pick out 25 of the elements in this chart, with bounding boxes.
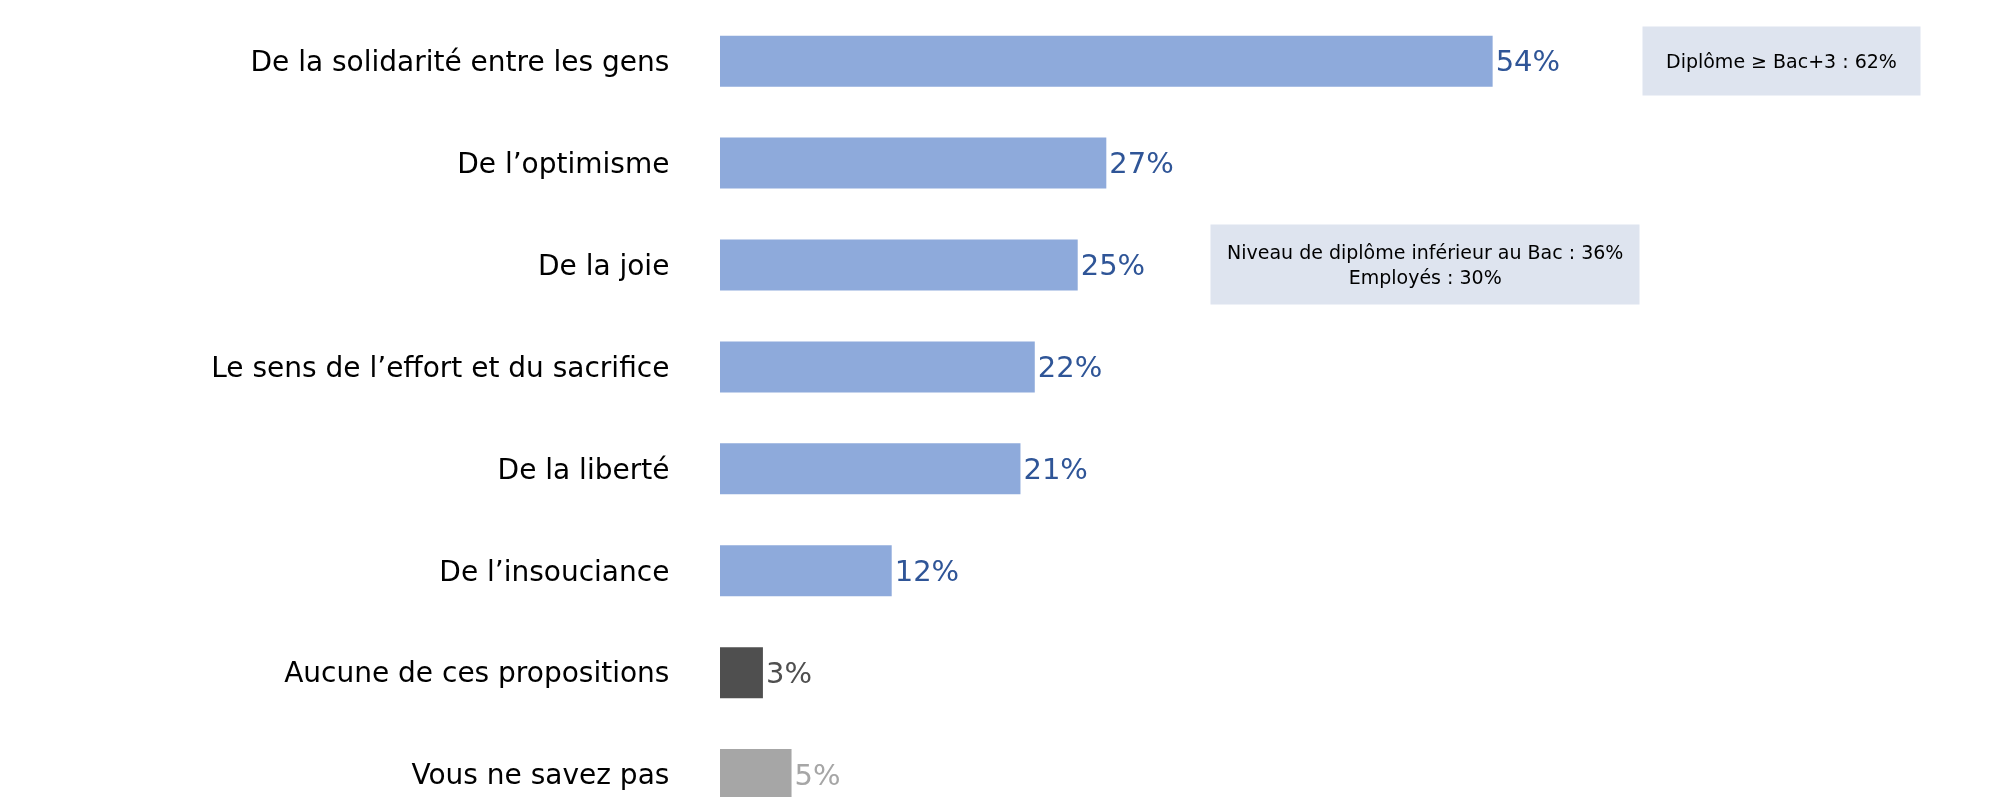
text: Diplôme ≥ Bac+3 : 62% <box>1666 50 1897 72</box>
data-label: 54% <box>1495 44 1561 79</box>
y-tick-label: Vous ne savez pas <box>411 758 670 792</box>
y-tick-label: De la solidarité entre les gens <box>250 44 670 78</box>
data-label: 12% <box>894 553 960 588</box>
y-tick-label: De la liberté <box>497 452 670 486</box>
data-label: 25% <box>1080 247 1146 282</box>
bar <box>720 545 892 597</box>
bar <box>720 35 1493 87</box>
data-label: 21% <box>1023 451 1088 486</box>
bar <box>720 341 1035 393</box>
y-tick-label: Aucune de ces propositions <box>284 656 670 690</box>
y-tick-label: De l’insouciance <box>439 554 670 588</box>
data-label: 27% <box>1109 146 1174 181</box>
data-label: 22% <box>1037 349 1103 384</box>
annotation: Niveau de diplôme inférieur au Bac : 36% Employés : 30% <box>1227 241 1624 288</box>
bar <box>720 239 1078 291</box>
bar <box>720 443 1021 495</box>
y-tick-label: De l’optimisme <box>457 146 670 180</box>
y-tick-label: Le sens de l’effort et du sacrifice <box>211 350 670 384</box>
data-label: 3% <box>765 655 812 690</box>
data-label: 5% <box>794 757 841 792</box>
bar <box>720 647 763 699</box>
bar <box>720 137 1107 189</box>
y-tick-label: De la joie <box>537 248 670 282</box>
